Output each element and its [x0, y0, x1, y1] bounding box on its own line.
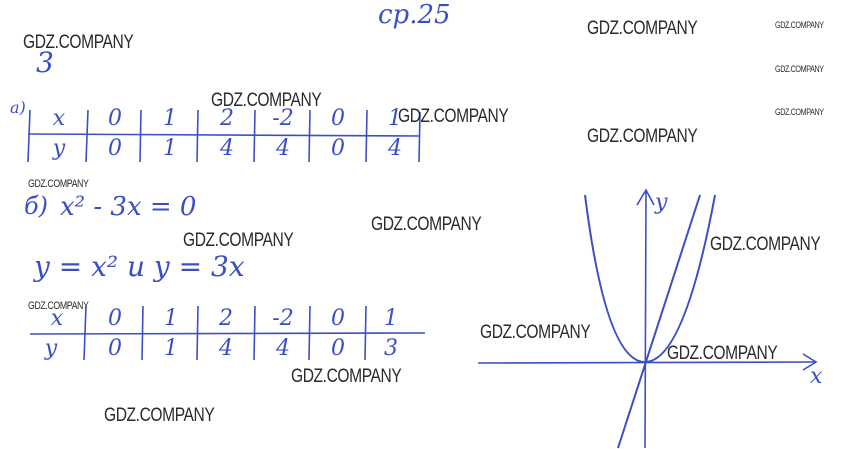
table-cell: 1	[384, 306, 398, 331]
table-a-columns	[27, 109, 421, 163]
watermark: GDZ.COMPANY	[23, 32, 134, 53]
table-cell: 4	[219, 336, 233, 361]
watermark: GDZ.COMPANY	[104, 405, 215, 426]
x-axis-label: x	[810, 364, 823, 389]
y-axis-arrow	[636, 188, 655, 206]
table-a-divider	[27, 133, 421, 137]
table-b-columns	[83, 305, 367, 361]
watermark: GDZ.COMPANY	[480, 322, 591, 343]
table-cell: 1	[388, 106, 402, 131]
table-cell: 0	[108, 106, 122, 131]
table-cell: 0	[331, 136, 345, 161]
x-axis-arrow	[802, 353, 818, 371]
table-cell: 0	[108, 306, 122, 331]
watermark: GDZ.COMPANY	[371, 214, 482, 235]
table-cell: y	[44, 336, 58, 361]
table-cell: 0	[331, 306, 345, 331]
part-a-label: а)	[10, 98, 26, 117]
watermark: GDZ.COMPANY	[587, 18, 698, 39]
table-cell: 1	[164, 336, 178, 361]
watermark: GDZ.COMPANY	[775, 20, 824, 30]
table-cell: 1	[164, 306, 178, 331]
part-b-label: б)	[24, 192, 49, 220]
table-cell: 2	[220, 106, 234, 131]
table-cell: -2	[272, 106, 294, 131]
table-cell: x	[50, 306, 64, 331]
table-cell: 0	[108, 336, 122, 361]
page-number: ср.25	[378, 0, 451, 30]
table-cell: 1	[163, 136, 177, 161]
watermark: GDZ.COMPANY	[775, 107, 824, 117]
y-axis	[644, 191, 647, 449]
watermark: GDZ.COMPANY	[211, 90, 322, 111]
table-cell: 4	[276, 136, 290, 161]
table-cell: y	[52, 136, 66, 161]
watermark: GDZ.COMPANY	[398, 106, 509, 127]
table-b-divider	[29, 332, 426, 335]
line-y-3x	[617, 194, 701, 449]
watermark: GDZ.COMPANY	[183, 230, 294, 251]
table-cell: 3	[384, 336, 398, 361]
table-cell: 2	[219, 306, 233, 331]
watermark: GDZ.COMPANY	[28, 300, 89, 312]
table-cell: 0	[108, 136, 122, 161]
table-cell: 4	[220, 136, 234, 161]
table-cell: -2	[272, 306, 294, 331]
watermark: GDZ.COMPANY	[667, 343, 778, 364]
table-cell: 0	[331, 336, 345, 361]
table-cell: 1	[163, 106, 177, 131]
watermark: GDZ.COMPANY	[587, 126, 698, 147]
table-cell: 4	[276, 336, 290, 361]
watermark: GDZ.COMPANY	[775, 64, 824, 74]
functions: y = x² и y = 3x	[34, 250, 245, 283]
table-cell: x	[52, 106, 66, 131]
equation: x² - 3x = 0	[60, 192, 197, 222]
watermark: GDZ.COMPANY	[710, 234, 821, 255]
watermark: GDZ.COMPANY	[291, 366, 402, 387]
y-axis-label: y	[655, 190, 668, 215]
table-cell: 4	[388, 136, 402, 161]
table-cell: 0	[331, 106, 345, 131]
watermark: GDZ.COMPANY	[28, 178, 89, 190]
task-number: 3	[36, 46, 54, 79]
parabola-y-x2	[584, 194, 716, 364]
